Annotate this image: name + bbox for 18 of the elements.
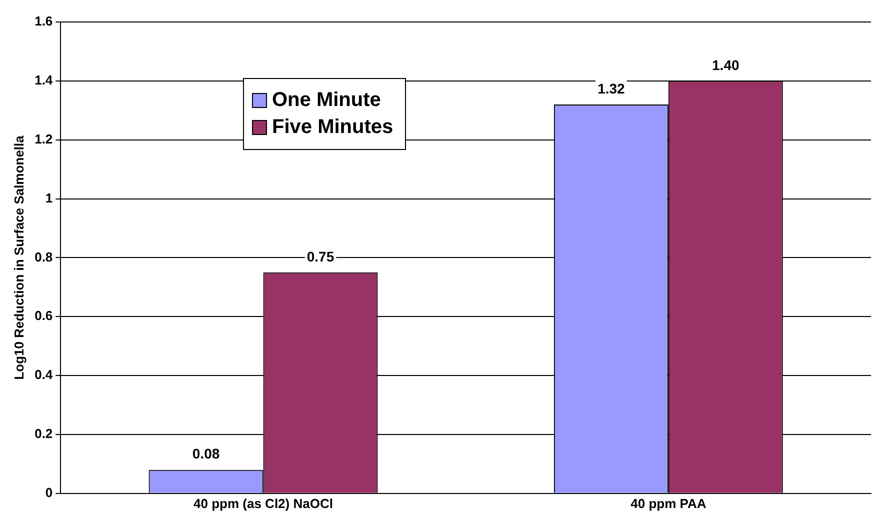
y-tick-label: 0.2	[34, 426, 53, 442]
data-label: 0.75	[306, 248, 334, 264]
data-label: 1.32	[598, 80, 626, 96]
y-tick-label: 0.4	[34, 367, 54, 382]
x-tick-label: 40 ppm PAA	[630, 496, 707, 511]
x-tick-label: 40 ppm (as Cl2) NaOCl	[194, 496, 333, 511]
legend-label: Five Minutes	[272, 116, 394, 139]
y-tick-label: 1	[45, 190, 53, 206]
data-label: 0.08	[192, 446, 220, 462]
y-tick-label: 1.4	[34, 72, 54, 88]
data-label: 1.40	[712, 56, 740, 73]
y-tick-label: 0	[45, 484, 53, 500]
y-tick-label: 1.6	[34, 14, 53, 29]
y-tick-label: 1.2	[34, 131, 53, 146]
y-tick-label: 0.8	[34, 249, 53, 264]
legend-label: One Minute	[272, 89, 381, 112]
y-tick-label: 0.6	[34, 308, 53, 324]
y-axis-title: Log10 Reduction in Surface Salmonella	[11, 134, 26, 380]
